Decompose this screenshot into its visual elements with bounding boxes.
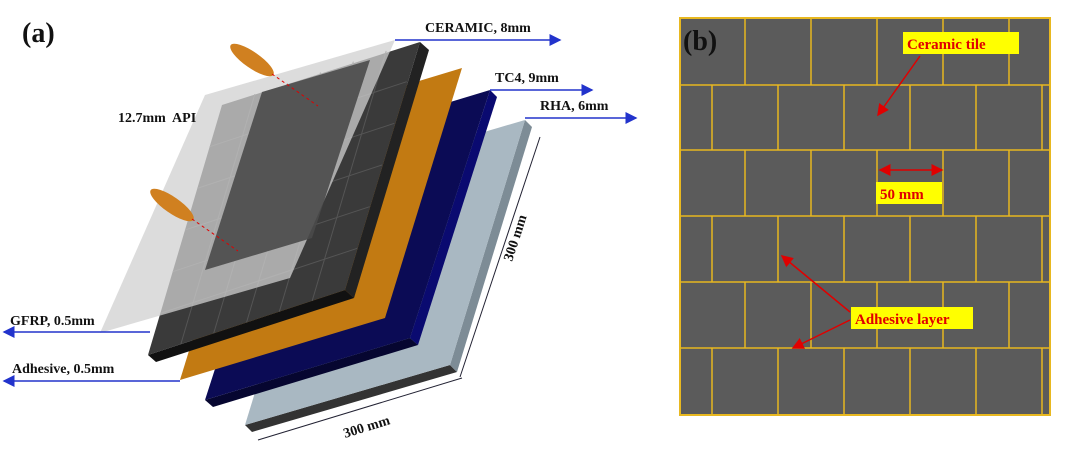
dimension-label: 300 mm: [342, 413, 392, 441]
panel-label: (a): [22, 18, 55, 49]
layer-label: GFRP, 0.5mm: [10, 314, 95, 329]
figure: (a) CERAMIC, 8mm TC4, 9mm RHA, 6mm 12.7m…: [0, 0, 1067, 453]
panel-label: (b): [683, 26, 717, 57]
layer-label: CERAMIC, 8mm: [425, 21, 531, 36]
callout: Adhesive layer: [855, 312, 950, 328]
projectile: [226, 39, 278, 82]
callout: 50 mm: [880, 187, 924, 203]
layer-label: TC4, 9mm: [495, 71, 559, 86]
layer-label: RHA, 6mm: [540, 99, 609, 114]
layer-label: Adhesive, 0.5mm: [12, 362, 115, 377]
layers: [100, 40, 532, 432]
callout: Ceramic tile: [907, 37, 986, 53]
projectile-label: 12.7mm API: [118, 111, 196, 126]
